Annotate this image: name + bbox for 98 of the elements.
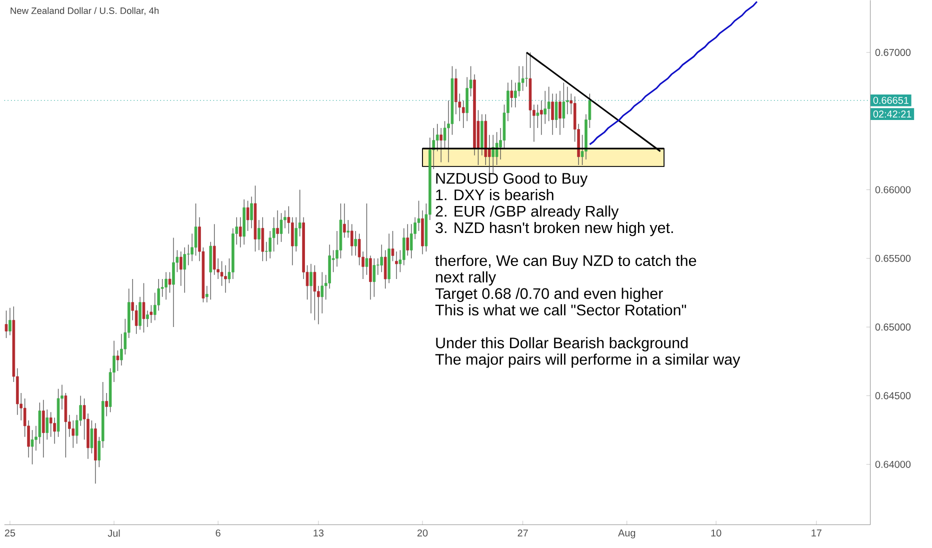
y-tick-label: 0.65500 <box>875 255 911 262</box>
candlestick <box>30 430 34 465</box>
x-tick-label: Jul <box>108 530 120 537</box>
annotation: Target 0.68 /0.70 and even higher <box>435 288 663 302</box>
annotation: The major pairs will performe in a similar way <box>435 354 740 368</box>
candlestick <box>180 251 182 286</box>
x-tick-label: 13 <box>314 530 324 537</box>
candlestick <box>350 224 354 256</box>
candlestick <box>558 90 562 136</box>
candlestick <box>310 264 312 314</box>
candlestick <box>120 334 123 366</box>
candlestick <box>544 90 547 124</box>
candlestick <box>380 244 383 273</box>
x-tick-label: 6 <box>216 530 220 537</box>
annotation: 2. EUR /GBP already Rally <box>436 206 619 220</box>
candlestick <box>134 304 138 334</box>
annotation: next rally <box>436 271 496 286</box>
candlestick <box>406 224 409 256</box>
candlestick <box>354 230 357 256</box>
y-tick-label: 0.64500 <box>875 392 911 400</box>
candlestick <box>395 251 398 280</box>
annotation: NZDUSD Good to Buy <box>436 172 588 187</box>
candlestick <box>540 100 543 136</box>
candlestick <box>551 93 554 136</box>
candlestick <box>343 203 346 238</box>
candlestick <box>372 258 376 298</box>
candlestick <box>525 52 528 88</box>
candlestick <box>384 250 387 290</box>
candlestick <box>8 308 12 336</box>
candlestick <box>492 134 494 174</box>
x-tick-label: 27 <box>518 530 528 537</box>
x-tick-label: 25 <box>4 530 16 537</box>
annotation: 1. DXY is bearish <box>436 189 554 200</box>
candlestick <box>53 418 56 444</box>
candlestick <box>183 247 186 294</box>
y-tick-label: 0.65000 <box>875 324 911 331</box>
candlestick <box>495 132 498 166</box>
y-tick-label: 0.66000 <box>875 186 911 194</box>
candlestick <box>194 203 198 256</box>
candlestick <box>261 217 264 262</box>
candlestick <box>276 210 279 246</box>
candlestick <box>146 310 149 328</box>
candlestick <box>186 244 190 266</box>
x-tick-label: 20 <box>417 530 428 537</box>
x-tick-label: 10 <box>711 530 722 537</box>
candlestick <box>294 217 298 252</box>
candlestick <box>536 104 540 128</box>
candlestick <box>365 203 368 276</box>
y-tick-label: 0.67000 <box>875 49 911 56</box>
candlestick <box>518 66 520 97</box>
candlestick <box>4 310 8 339</box>
candlestick <box>150 304 153 324</box>
annotation: Under this Dollar Bearish background <box>436 337 688 352</box>
candlestick <box>206 286 208 303</box>
candlestick <box>313 265 316 321</box>
ref-line-label: 0.66651 <box>873 96 908 104</box>
candlestick <box>402 228 406 266</box>
y-tick-label: 0.64000 <box>875 460 911 468</box>
candlestick <box>250 196 253 229</box>
candlestick <box>138 296 142 330</box>
candlestick <box>369 255 372 300</box>
candlestick <box>268 230 272 259</box>
candlestick <box>510 80 514 108</box>
candlestick <box>280 212 283 242</box>
candlestick <box>105 392 108 417</box>
candlestick <box>238 217 242 248</box>
candlestick <box>547 86 550 122</box>
annotation: therfore, We can Buy NZD to catch the <box>435 255 696 270</box>
candlestick <box>462 100 465 128</box>
candlestick <box>440 128 442 163</box>
candlestick <box>164 272 168 300</box>
candlestick <box>90 420 94 454</box>
candlestick <box>246 200 250 232</box>
candlestick <box>346 220 350 238</box>
candlestick <box>265 242 268 262</box>
text: New Zealand Dollar / U.S. Dollar, 4h <box>10 7 159 16</box>
candlestick <box>212 224 216 276</box>
candlestick <box>291 217 294 266</box>
annotation: This is what we call "Sector Rotation" <box>435 304 686 316</box>
text: 02:42:21 <box>873 110 912 118</box>
candlestick <box>157 278 160 312</box>
candlestick <box>42 400 45 458</box>
candlestick <box>168 272 172 294</box>
candlestick <box>116 350 120 372</box>
candlestick <box>46 409 49 440</box>
x-tick-label: 17 <box>812 530 822 536</box>
candlestick <box>566 86 569 115</box>
candlestick <box>224 265 227 294</box>
candlestick <box>454 68 458 115</box>
candlestick <box>172 238 175 328</box>
annotation: 3. NZD hasn't broken new high yet. <box>436 222 673 236</box>
candlestick <box>514 82 517 108</box>
candlestick <box>154 292 156 321</box>
candlestick <box>258 220 260 251</box>
candlestick <box>562 82 566 128</box>
candlestick <box>436 124 439 152</box>
x-tick-label: Aug <box>618 530 636 539</box>
candlestick <box>142 282 146 334</box>
